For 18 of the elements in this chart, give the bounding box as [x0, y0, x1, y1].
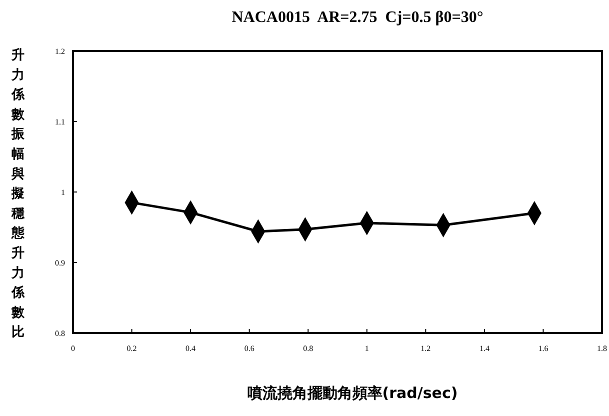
x-tick-label: 1.4	[479, 344, 490, 353]
x-tick-label: 0.6	[244, 344, 254, 353]
x-tick-label: 0	[71, 344, 75, 353]
x-tick-label: 0.8	[303, 344, 314, 353]
x-tick-label: 0.2	[126, 344, 137, 353]
x-tick-label: 1.8	[597, 344, 607, 353]
y-tick-label: 1.1	[55, 118, 65, 126]
y-tick-label: 1.2	[55, 47, 65, 56]
x-tick-label: 1	[364, 344, 369, 353]
chart-title: NACA0015 AR=2.75 Cj=0.5 β0=30°	[232, 9, 484, 26]
x-tick-label: 0.4	[186, 344, 196, 353]
x-tick-label: 1.2	[420, 344, 431, 353]
x-tick-label: 1.6	[538, 344, 548, 353]
x-axis-title: 噴流撓角擺動角頻率(rad/sec)	[247, 384, 458, 402]
text: 升力係數振幅與擬穩態升力係數比	[12, 48, 24, 340]
y-tick-label: 0.8	[55, 329, 65, 338]
y-tick-label: 1	[61, 188, 65, 197]
y-tick-label: 0.9	[55, 258, 65, 268]
